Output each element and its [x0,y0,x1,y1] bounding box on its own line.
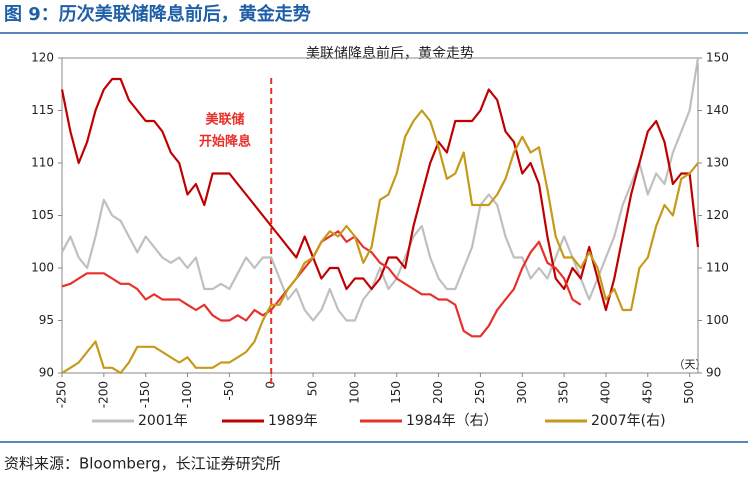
series-line [61,109,699,375]
x-tick-label: -150 [138,381,152,408]
legend-label: 1984年（右） [406,413,498,429]
y-tick-label: 95 [39,313,54,327]
y2-tick-label: 150 [706,51,729,65]
y-tick-label: 90 [39,366,54,380]
series-line [60,77,700,312]
x-tick-label: 50 [306,381,320,396]
legend-label: 2001年 [138,413,188,429]
y2-tick-label: 110 [706,261,729,275]
x-tick-label: -100 [180,381,194,408]
chart-title: 美联储降息前后，黄金走势 [306,45,474,62]
x-tick-label: -250 [55,381,69,408]
y-tick-label: 105 [31,208,54,222]
annotation: 美联储 [205,112,244,128]
x-tick-label: 100 [347,381,361,404]
x-tick-label: 400 [598,381,612,404]
x-tick-label: 0 [264,381,278,389]
y-tick-label: 110 [31,156,54,170]
x-tick-label: 450 [640,381,654,404]
x-tick-label: 250 [473,381,487,404]
series-line [61,57,700,322]
x-tick-label: -200 [96,381,110,408]
plot-frame [61,57,699,374]
x-tick-label: 300 [515,381,529,404]
y2-tick-label: 130 [706,156,729,170]
y-tick-label: 100 [31,261,54,275]
y2-tick-label: 120 [706,208,729,222]
y2-tick-label: 100 [706,313,729,327]
source: 资料来源：Bloomberg，长江证券研究所 [4,455,281,473]
x-tick-label: -50 [222,381,236,401]
x-tick-label: 350 [557,381,571,404]
page-title: 图 9：历次美联储降息前后，黄金走势 [4,3,311,25]
legend-label: 2007年(右) [591,413,666,429]
y2-tick-label: 90 [706,366,721,380]
x-tick-label: 150 [389,381,403,404]
x-tick-label: 500 [682,381,696,404]
x-tick-label: 200 [431,381,445,404]
y-tick-label: 115 [31,103,54,117]
y2-tick-label: 140 [706,103,729,117]
x-axis-label: （天） [674,358,707,371]
annotation: 开始降息 [199,134,251,150]
y-tick-label: 120 [31,51,54,65]
legend-label: 1989年 [268,413,318,429]
